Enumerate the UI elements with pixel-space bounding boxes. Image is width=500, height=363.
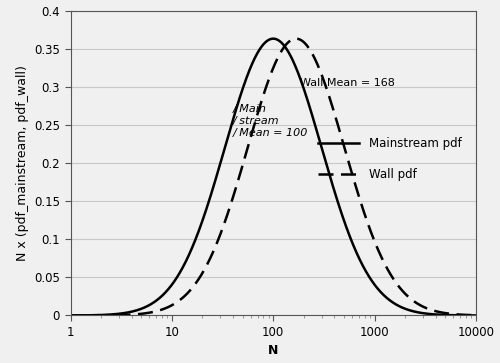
Wall pdf [473,313,479,317]
Wall pdf [240,160,246,164]
Wall pdf [422,305,428,310]
Legend: Mainstream pdf, Wall pdf: Mainstream pdf, Wall pdf [313,132,466,185]
Wall pdf [114,313,120,317]
Mainstream pdf [465,313,471,318]
X-axis label: N: N [268,344,278,358]
Mainstream pdf [223,142,229,146]
Line: Mainstream pdf: Mainstream pdf [70,38,476,315]
Mainstream pdf [68,313,73,318]
Mainstream pdf [270,36,276,41]
Mainstream pdf [473,313,479,318]
Wall pdf [68,313,73,318]
Wall pdf [223,216,229,221]
Line: Wall pdf: Wall pdf [70,38,476,315]
Text: Wall Mean = 168: Wall Mean = 168 [300,78,395,88]
Mainstream pdf [114,312,120,316]
Wall pdf [293,36,299,41]
Mainstream pdf [138,307,144,311]
Mainstream pdf [240,84,246,88]
Text: / Main
/ stream
/ Mean = 100: / Main / stream / Mean = 100 [233,105,308,138]
Wall pdf [138,312,144,316]
Y-axis label: N x (pdf_mainstream, pdf_wall): N x (pdf_mainstream, pdf_wall) [16,65,28,261]
Wall pdf [465,313,471,317]
Mainstream pdf [422,311,428,315]
